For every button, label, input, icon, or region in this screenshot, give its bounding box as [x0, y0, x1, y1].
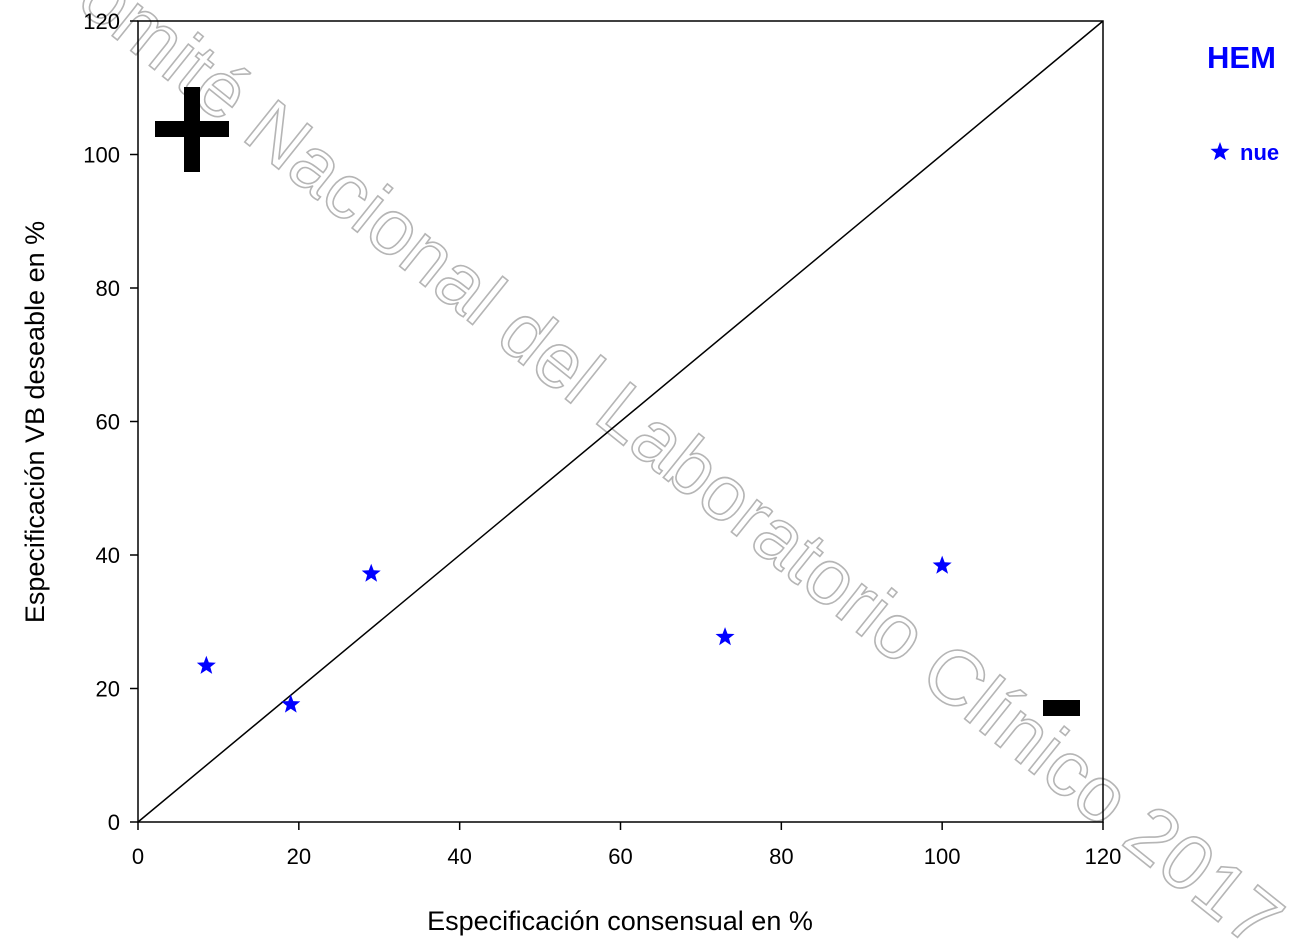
- plus-annotation-icon: [155, 87, 229, 172]
- y-tick-label: 0: [108, 810, 120, 835]
- x-tick-label: 60: [608, 844, 632, 869]
- x-axis-title: Especificación consensual en %: [427, 906, 813, 936]
- legend-title: HEM: [1207, 40, 1276, 75]
- legend-label: nue: [1240, 140, 1279, 165]
- data-point-star: [715, 627, 735, 646]
- data-point-star: [281, 694, 301, 713]
- y-tick-label: 40: [96, 543, 120, 568]
- y-tick-label: 60: [96, 410, 120, 435]
- minus-annotation-icon: [1043, 700, 1080, 716]
- watermark-text: Comité Nacional del Laboratorio Clínico …: [19, 0, 1299, 950]
- x-tick-label: 0: [132, 844, 144, 869]
- data-point-star: [932, 555, 952, 574]
- x-tick-label: 20: [287, 844, 311, 869]
- y-axis-title: Especificación VB deseable en %: [20, 221, 50, 623]
- data-point-star: [361, 563, 381, 582]
- x-tick-label: 40: [447, 844, 471, 869]
- x-axis: 0 20 40 60 80 100 120: [132, 822, 1121, 869]
- data-point-star: [196, 655, 216, 674]
- data-points: [196, 555, 952, 713]
- x-tick-label: 100: [924, 844, 961, 869]
- y-tick-label: 80: [96, 276, 120, 301]
- y-tick-label: 100: [83, 143, 120, 168]
- y-tick-label: 20: [96, 677, 120, 702]
- x-tick-label: 80: [769, 844, 793, 869]
- y-axis: 0 20 40 60 80 100 120: [83, 9, 138, 835]
- x-tick-label: 120: [1085, 844, 1122, 869]
- reference-line: [137, 20, 1104, 823]
- y-tick-label: 120: [83, 9, 120, 34]
- legend-entry: nue: [1210, 140, 1279, 165]
- reference-line-group: [137, 20, 1104, 823]
- star-icon: [1210, 142, 1230, 161]
